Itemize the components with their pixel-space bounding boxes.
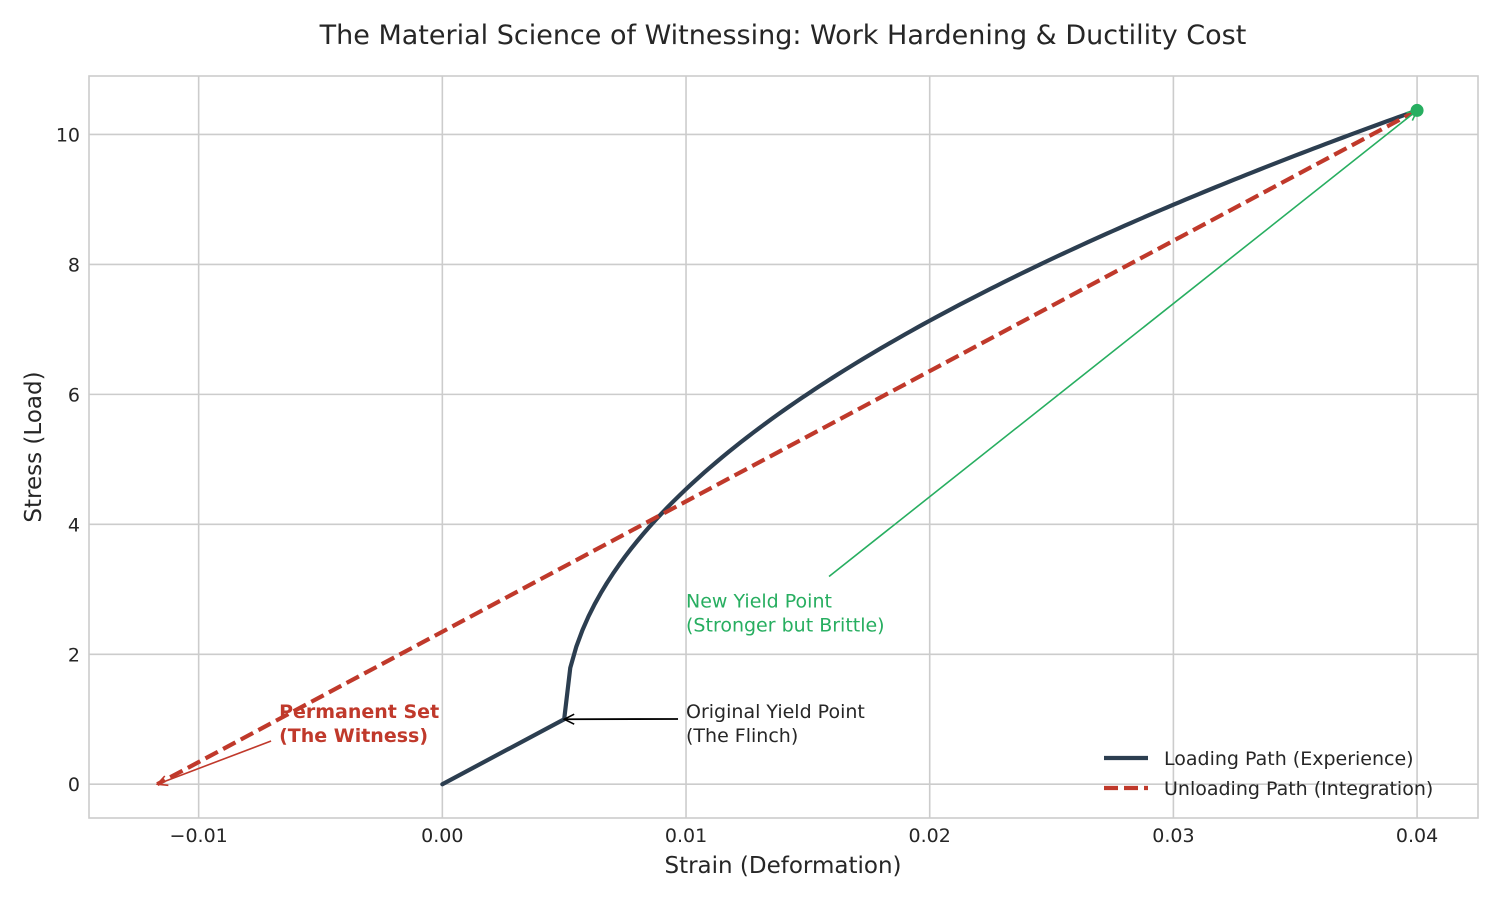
x-tick-label: 0.02 <box>909 825 951 847</box>
x-tick-label: 0.00 <box>421 825 463 847</box>
x-tick-label: 0.04 <box>1396 825 1438 847</box>
y-tick-label: 10 <box>56 124 80 146</box>
x-tick-label: 0.01 <box>665 825 707 847</box>
new-yield-arrow <box>828 110 1417 578</box>
x-axis-label: Strain (Deformation) <box>664 853 901 879</box>
permanent-set-arrow <box>157 740 272 784</box>
annotations: Permanent Set(The Witness) Original Yield… <box>157 110 1417 784</box>
original-yield-label-line: (The Flinch) <box>686 725 798 747</box>
y-tick-label: 2 <box>68 644 80 666</box>
x-tick-label: 0.03 <box>1152 825 1194 847</box>
y-tick-label: 6 <box>68 384 80 406</box>
unloading-path-line <box>156 108 1419 787</box>
x-tick-label: −0.01 <box>170 825 228 847</box>
legend-label-0: Loading Path (Experience) <box>1164 748 1414 770</box>
permanent-set-label-line: Permanent Set <box>279 701 439 723</box>
chart-title: The Material Science of Witnessing: Work… <box>319 20 1247 51</box>
tick-labels: −0.01 0.00 0.01 0.02 0.03 0.04 0 2 4 6 8 10 <box>56 124 1438 847</box>
y-tick-label: 8 <box>68 254 80 276</box>
permanent-set-label-line: (The Witness) <box>279 725 428 747</box>
legend: Loading Path (Experience) Unloading Path … <box>1104 748 1433 800</box>
loading-path-line <box>440 108 1420 787</box>
new-yield-label-line: (Stronger but Brittle) <box>686 615 885 637</box>
y-tick-label: 4 <box>68 514 80 536</box>
y-tick-label: 0 <box>68 774 80 796</box>
new-yield-label-line: New Yield Point <box>686 591 832 613</box>
original-yield-label-line: Original Yield Point <box>686 701 865 723</box>
plot-frame <box>88 75 1479 819</box>
y-axis-label: Stress (Load) <box>21 371 47 522</box>
legend-label-1: Unloading Path (Integration) <box>1164 778 1433 800</box>
